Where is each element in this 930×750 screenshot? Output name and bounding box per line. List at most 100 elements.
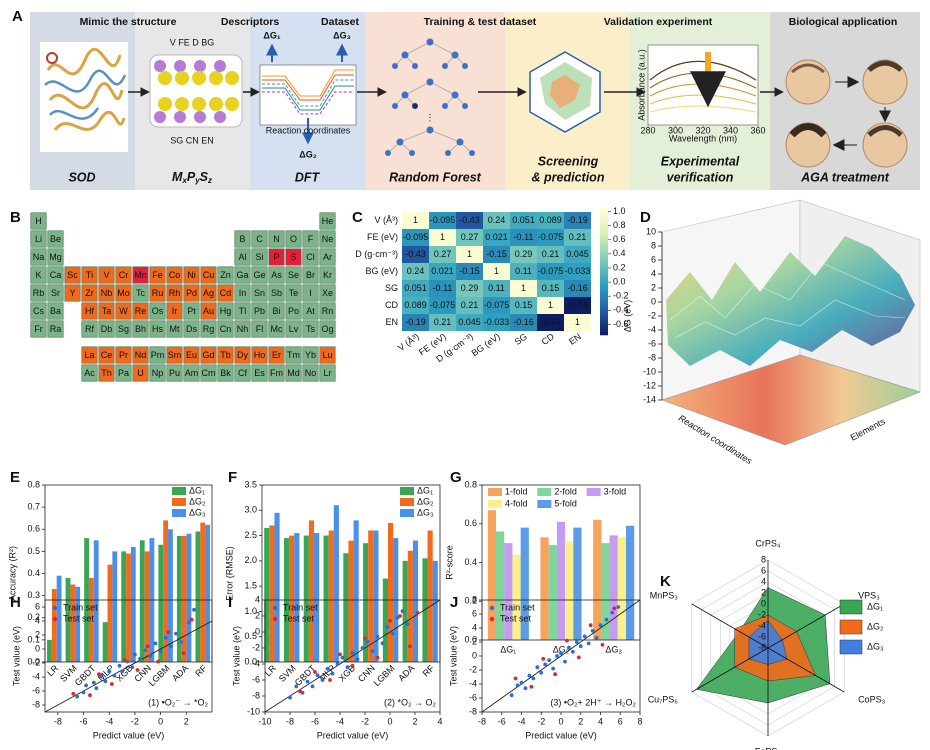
element-cell bbox=[302, 302, 319, 320]
dft-axis-label: Reaction coordinates bbox=[266, 125, 351, 135]
bar bbox=[264, 527, 270, 662]
legend-label: ΔG₃ bbox=[867, 641, 884, 651]
element-cell bbox=[183, 266, 200, 284]
element-symbol: Se bbox=[288, 270, 299, 280]
point bbox=[576, 655, 581, 660]
y-tick-label: 3.0 bbox=[244, 505, 257, 515]
formula-part: M bbox=[172, 170, 183, 184]
element-cell bbox=[319, 212, 336, 230]
element-symbol: Cf bbox=[238, 368, 247, 378]
colorbar-segment bbox=[600, 243, 608, 247]
radial-tick-label: -8 bbox=[758, 642, 766, 652]
legend-marker bbox=[52, 605, 58, 611]
cell-label: -0.075 bbox=[484, 300, 510, 310]
heatmap-cell bbox=[510, 314, 537, 331]
element-symbol: Ir bbox=[172, 306, 178, 316]
colorbar-tick-label: -0.6 bbox=[613, 319, 629, 329]
point bbox=[335, 662, 340, 666]
point bbox=[355, 657, 360, 662]
dft-plot bbox=[259, 64, 357, 126]
legend-marker bbox=[489, 605, 495, 611]
element-symbol: As bbox=[271, 270, 282, 280]
point bbox=[531, 676, 536, 681]
point bbox=[186, 620, 191, 625]
element-cell bbox=[251, 346, 268, 364]
cell-label: 0.051 bbox=[404, 283, 427, 293]
cell-label: 1 bbox=[494, 266, 499, 276]
heatmap-cell bbox=[564, 297, 591, 314]
element-symbol: H bbox=[35, 216, 42, 226]
point bbox=[610, 610, 615, 615]
element-cell bbox=[81, 346, 98, 364]
element-cell bbox=[115, 346, 132, 364]
bar bbox=[373, 530, 379, 662]
element-cell bbox=[319, 320, 336, 338]
x-tick-label: 2 bbox=[184, 716, 189, 726]
point bbox=[340, 655, 345, 660]
col-label: EN bbox=[567, 331, 583, 346]
element-cell bbox=[319, 230, 336, 248]
plot-frame bbox=[261, 484, 441, 663]
heatmap-cell bbox=[483, 314, 510, 331]
element-cell bbox=[183, 364, 200, 382]
element-cell bbox=[132, 364, 149, 382]
bar bbox=[130, 546, 136, 662]
legend-label: 2-fold bbox=[554, 486, 577, 496]
point bbox=[563, 659, 567, 664]
bar bbox=[402, 560, 408, 662]
colorbar-segment bbox=[600, 216, 608, 219]
element-symbol: Ti bbox=[86, 270, 93, 280]
colorbar-segment bbox=[600, 296, 608, 300]
colorbar-tick-label: 0.6 bbox=[613, 234, 626, 244]
x-tick-label: -2 bbox=[537, 716, 545, 726]
element-symbol: He bbox=[322, 216, 334, 226]
colorbar-tick-label: 0.4 bbox=[613, 248, 626, 258]
colorbar-segment bbox=[600, 281, 608, 285]
bar bbox=[70, 584, 76, 662]
x-tick-label: -2 bbox=[361, 716, 369, 726]
element-symbol: Bi bbox=[272, 306, 280, 316]
bar bbox=[328, 530, 334, 662]
y-tick-label: 0.0 bbox=[464, 634, 477, 644]
spectrum-xlabel: Wavelength (nm) bbox=[669, 133, 737, 143]
heatmap-cell bbox=[537, 229, 564, 246]
element-symbol: Cm bbox=[202, 368, 216, 378]
element-symbol: Cd bbox=[220, 288, 232, 298]
element-symbol: Sm bbox=[168, 350, 182, 360]
element-cell bbox=[30, 230, 47, 248]
colorbar-segment bbox=[600, 245, 608, 249]
axis-label: CoPS₃ bbox=[858, 694, 886, 704]
colorbar-segment bbox=[600, 273, 608, 277]
element-cell bbox=[64, 284, 81, 302]
point bbox=[519, 680, 524, 685]
cell-label: 0.21 bbox=[569, 232, 587, 242]
x-tick-label: LGBM bbox=[147, 663, 172, 688]
plot-frame bbox=[44, 599, 213, 713]
x-tick-label: 4 bbox=[437, 716, 442, 726]
heatmap-cell bbox=[402, 280, 429, 297]
heatmap-cell bbox=[537, 263, 564, 280]
element-cell bbox=[268, 248, 285, 266]
cell-label: -0.19 bbox=[567, 215, 588, 225]
element-symbol: Mo bbox=[117, 288, 130, 298]
y-tick-label: 2.0 bbox=[244, 555, 257, 565]
point bbox=[181, 651, 186, 656]
y-tick-label: 0.6 bbox=[27, 524, 40, 534]
cell-label: 0.021 bbox=[431, 266, 454, 276]
colorbar-tick-label: -0.2 bbox=[613, 291, 629, 301]
element-cell bbox=[132, 320, 149, 338]
step-header: Biological application bbox=[789, 16, 898, 28]
element-cell bbox=[217, 284, 234, 302]
y-tick-label: 6 bbox=[35, 601, 40, 611]
element-symbol: Yb bbox=[305, 350, 316, 360]
colorbar-segment bbox=[600, 247, 608, 251]
element-cell bbox=[47, 302, 64, 320]
point bbox=[122, 658, 127, 663]
colorbar-segment bbox=[600, 332, 608, 336]
legend-label: ΔG₃ bbox=[189, 507, 206, 517]
heatmap-cell bbox=[564, 212, 591, 229]
element-symbol: Rn bbox=[322, 306, 334, 316]
y-tick-label: 0.2 bbox=[464, 596, 477, 606]
colorbar-segment bbox=[600, 322, 608, 325]
z-tick-label: -10 bbox=[643, 366, 656, 376]
